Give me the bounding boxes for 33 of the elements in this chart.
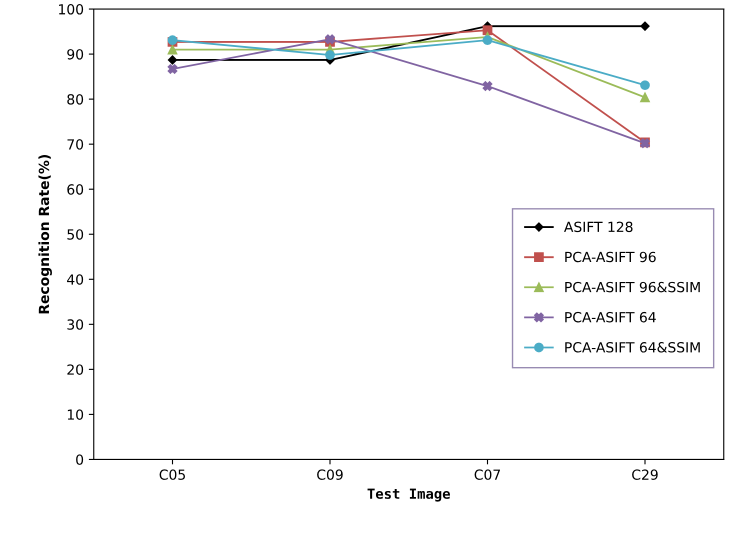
legend-label: ASIFT 128	[564, 222, 633, 232]
legend-label: PCA-ASIFT 96&SSIM	[565, 282, 700, 292]
point	[325, 34, 335, 44]
point	[640, 92, 650, 102]
y-tick-label: 50	[67, 229, 84, 240]
y-tick-label: 40	[67, 274, 84, 285]
y-tick-label: 80	[67, 94, 84, 105]
x-tick-label: C07	[474, 469, 500, 480]
x-axis-title: Test Image	[368, 488, 450, 502]
point	[482, 25, 492, 36]
y-axis-title: Recognition Rate(%)	[38, 155, 52, 314]
y-tick-label: 100	[59, 4, 84, 15]
legend-label: PCA-ASIFT 64	[565, 312, 656, 322]
point	[168, 64, 178, 74]
legend-label: PCA-ASIFT 64&SSIM	[565, 342, 700, 353]
y-tick-label: 30	[67, 319, 84, 330]
y-tick-label: 10	[68, 409, 84, 420]
point	[325, 50, 335, 60]
point	[168, 55, 178, 65]
legend-label: PCA-ASIFT 96	[565, 252, 656, 262]
y-tick-label: 0	[76, 454, 84, 465]
y-tick-label: 20	[67, 364, 84, 375]
x-tick-label: C09	[317, 469, 343, 480]
x-tick-label: C05	[160, 469, 185, 480]
point	[482, 35, 492, 45]
point	[168, 44, 178, 54]
point	[640, 80, 650, 90]
point	[482, 81, 492, 91]
x-tick-label: C29	[632, 469, 658, 480]
y-tick-label: 60	[67, 184, 84, 195]
y-tick-label: 90	[67, 49, 84, 60]
y-tick-label: 70	[67, 139, 84, 150]
point	[640, 22, 650, 31]
